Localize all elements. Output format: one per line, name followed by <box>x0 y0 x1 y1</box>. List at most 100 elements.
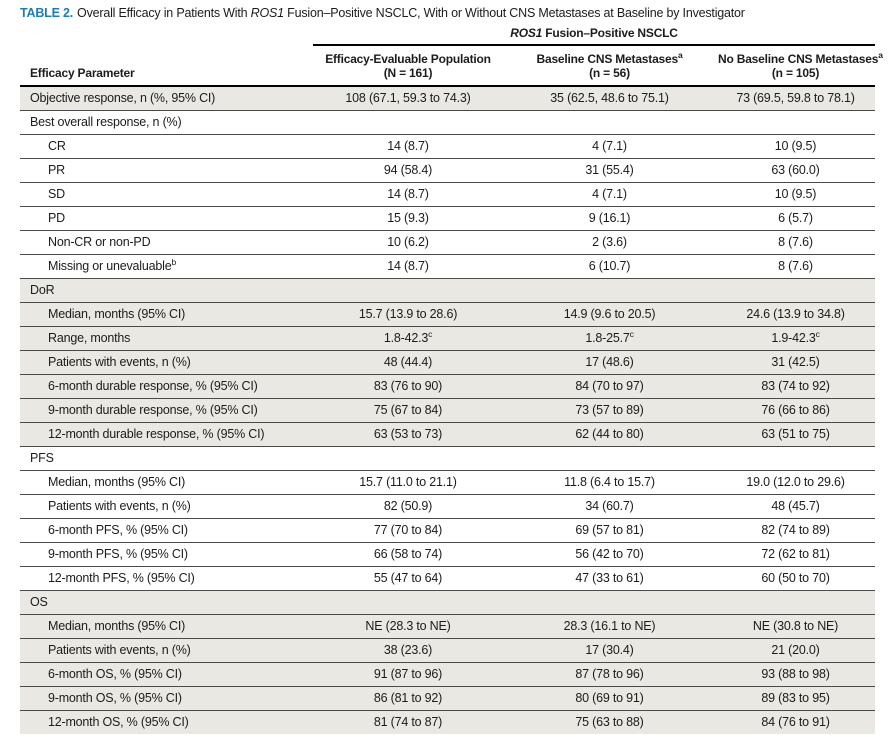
value-cell: 75 (67 to 84) <box>313 398 503 423</box>
parameter-cell: Objective response, n (%, 95% CI) <box>20 86 313 111</box>
value-cell: 73 (69.5, 59.8 to 78.1) <box>716 86 876 111</box>
value-cell: 35 (62.5, 48.6 to 75.1) <box>503 86 716 111</box>
value-cell: 1.8-42.3c <box>313 326 503 351</box>
parameter-cell: 9-month OS, % (95% CI) <box>20 686 313 711</box>
parameter-cell: Best overall response, n (%) <box>20 110 876 135</box>
table-row: 6-month PFS, % (95% CI) 77 (70 to 84) 69 (… <box>20 518 876 543</box>
table-header: ROS1 Fusion–Positive NSCLC Efficacy Para… <box>20 23 883 87</box>
table-row: PR 94 (58.4) 31 (55.4) 63 (60.0) <box>20 158 876 183</box>
value-cell: 87 (78 to 96) <box>503 662 716 687</box>
table-row: SD 14 (8.7) 4 (7.1) 10 (9.5) <box>20 182 876 207</box>
parameter-cell: PR <box>20 158 313 183</box>
value-cell: 83 (74 to 92) <box>716 374 876 399</box>
table-row: 12-month durable response, % (95% CI) 63 … <box>20 422 876 447</box>
footnote-marker: c <box>815 328 820 339</box>
parameter-cell: OS <box>20 590 876 615</box>
spanner-spacer <box>20 23 313 45</box>
section-row: Best overall response, n (%) <box>20 110 876 135</box>
column-header-line1: No Baseline CNS Metastases <box>718 52 879 66</box>
column-header-no-baseline-cns: No Baseline CNS Metastasesa (n = 105) <box>716 45 883 87</box>
footnote-marker: a <box>878 50 883 60</box>
value-cell: 62 (44 to 80) <box>503 422 716 447</box>
table-row: Non-CR or non-PD 10 (6.2) 2 (3.6) 8 (7.6) <box>20 230 876 255</box>
value-cell: 84 (76 to 91) <box>716 710 876 734</box>
value-cell: 94 (58.4) <box>313 158 503 183</box>
column-header-baseline-cns: Baseline CNS Metastasesa (n = 56) <box>503 45 716 87</box>
value-cell: 14 (8.7) <box>313 182 503 207</box>
table-row: 9-month durable response, % (95% CI) 75 (… <box>20 398 876 423</box>
value-cell: 6 (10.7) <box>503 254 716 279</box>
value-cell: 11.8 (6.4 to 15.7) <box>503 470 716 495</box>
parameter-cell: Range, months <box>20 326 313 351</box>
value-cell: 81 (74 to 87) <box>313 710 503 734</box>
value-cell: 17 (30.4) <box>503 638 716 663</box>
value-cell: 1.8-25.7c <box>503 326 716 351</box>
table-row: 9-month OS, % (95% CI) 86 (81 to 92) 80 (6… <box>20 686 876 711</box>
column-header-line2: (N = 161) <box>383 66 433 80</box>
parameter-cell: Patients with events, n (%) <box>20 638 313 663</box>
value-cell: 86 (81 to 92) <box>313 686 503 711</box>
table-row: 12-month OS, % (95% CI) 81 (74 to 87) 75 (… <box>20 710 876 734</box>
table-title-post: Fusion–Positive NSCLC, With or Without C… <box>283 6 745 20</box>
table-row: 12-month PFS, % (95% CI) 55 (47 to 64) 47 … <box>20 566 876 591</box>
parameter-cell: CR <box>20 134 313 159</box>
table-row: CR 14 (8.7) 4 (7.1) 10 (9.5) <box>20 134 876 159</box>
table-title-gene: ROS1 <box>250 6 284 20</box>
table-row: Range, months 1.8-42.3c 1.8-25.7c 1.9-42.3c <box>20 326 876 351</box>
table-row: 6-month durable response, % (95% CI) 83 (… <box>20 374 876 399</box>
value-cell: 55 (47 to 64) <box>313 566 503 591</box>
parameter-cell: PFS <box>20 446 876 471</box>
section-row: DoR <box>20 278 876 303</box>
spanner-heading: ROS1 Fusion–Positive NSCLC <box>313 23 876 46</box>
value-cell: 21 (20.0) <box>716 638 876 663</box>
value-cell: 63 (60.0) <box>716 158 876 183</box>
value-cell: 1.9-42.3c <box>716 326 876 351</box>
value-cell: 82 (74 to 89) <box>716 518 876 543</box>
value-cell: 80 (69 to 91) <box>503 686 716 711</box>
table-label: TABLE 2. <box>20 6 74 20</box>
table-row: Patients with events, n (%) 48 (44.4) 17 (… <box>20 350 876 375</box>
parameter-cell: 6-month durable response, % (95% CI) <box>20 374 313 399</box>
value-cell: 77 (70 to 84) <box>313 518 503 543</box>
value-cell: 14 (8.7) <box>313 254 503 279</box>
value-cell: 4 (7.1) <box>503 134 716 159</box>
value-cell: 9 (16.1) <box>503 206 716 231</box>
value-cell: 28.3 (16.1 to NE) <box>503 614 716 639</box>
table-row: Median, months (95% CI) 15.7 (13.9 to 28.… <box>20 302 876 327</box>
value-cell: 8 (7.6) <box>716 254 876 279</box>
table-row: Patients with events, n (%) 82 (50.9) 34 (… <box>20 494 876 519</box>
value-cell: 75 (63 to 88) <box>503 710 716 734</box>
table-row: Objective response, n (%, 95% CI) 108 (67… <box>20 86 876 111</box>
table-row: 9-month PFS, % (95% CI) 66 (58 to 74) 56 (… <box>20 542 876 567</box>
value-cell: 10 (9.5) <box>716 182 876 207</box>
value-cell: 17 (48.6) <box>503 350 716 375</box>
value-cell: 31 (55.4) <box>503 158 716 183</box>
parameter-cell: Median, months (95% CI) <box>20 302 313 327</box>
column-header-line2: (n = 56) <box>589 66 630 80</box>
table-body: Objective response, n (%, 95% CI) 108 (67… <box>20 86 876 734</box>
table-row: Missing or unevaluableb 14 (8.7) 6 (10.7) 8… <box>20 254 876 279</box>
column-header-line1: Efficacy-Evaluable Population <box>325 52 491 66</box>
parameter-cell: 12-month durable response, % (95% CI) <box>20 422 313 447</box>
value-cell: 19.0 (12.0 to 29.6) <box>716 470 876 495</box>
value-cell: NE (28.3 to NE) <box>313 614 503 639</box>
parameter-cell: Missing or unevaluableb <box>20 254 313 279</box>
parameter-cell: Patients with events, n (%) <box>20 494 313 519</box>
parameter-cell: 6-month PFS, % (95% CI) <box>20 518 313 543</box>
parameter-cell: 9-month durable response, % (95% CI) <box>20 398 313 423</box>
spanner-gene: ROS1 <box>510 26 543 40</box>
parameter-cell: Patients with events, n (%) <box>20 350 313 375</box>
value-cell: 31 (42.5) <box>716 350 876 375</box>
spanner-row: ROS1 Fusion–Positive NSCLC <box>20 23 876 46</box>
value-cell: 24.6 (13.9 to 34.8) <box>716 302 876 327</box>
section-row: OS <box>20 590 876 615</box>
table-row: 6-month OS, % (95% CI) 91 (87 to 96) 87 (7… <box>20 662 876 687</box>
footnote-marker: c <box>428 328 433 339</box>
value-cell: 2 (3.6) <box>503 230 716 255</box>
value-cell: 15.7 (11.0 to 21.1) <box>313 470 503 495</box>
value-cell: 83 (76 to 90) <box>313 374 503 399</box>
value-cell: 73 (57 to 89) <box>503 398 716 423</box>
value-cell: 72 (62 to 81) <box>716 542 876 567</box>
value-cell: NE (30.8 to NE) <box>716 614 876 639</box>
column-header-line2: (n = 105) <box>771 66 820 80</box>
